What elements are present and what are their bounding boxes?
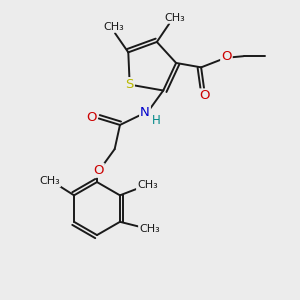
Text: CH₃: CH₃ <box>137 180 158 190</box>
Text: H: H <box>152 114 161 127</box>
Text: O: O <box>199 89 209 102</box>
Text: S: S <box>125 78 134 91</box>
Text: CH₃: CH₃ <box>139 224 160 235</box>
Text: N: N <box>140 106 150 119</box>
Text: O: O <box>221 50 232 63</box>
Text: CH₃: CH₃ <box>165 13 185 23</box>
Text: CH₃: CH₃ <box>103 22 124 32</box>
Text: O: O <box>86 110 97 124</box>
Text: O: O <box>93 164 104 177</box>
Text: CH₃: CH₃ <box>39 176 60 187</box>
